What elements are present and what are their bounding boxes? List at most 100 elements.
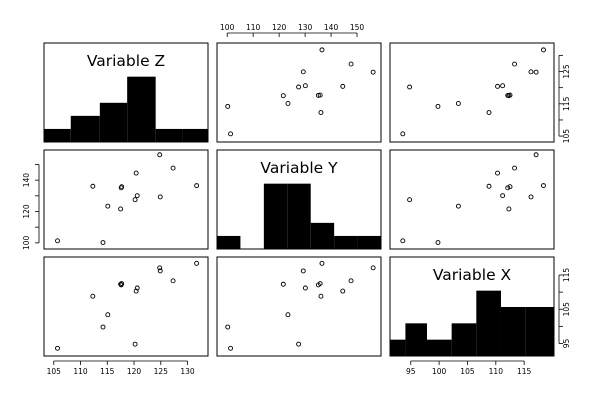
scatter-point xyxy=(225,103,231,109)
scatter-point xyxy=(280,281,286,287)
tick-label: 115 xyxy=(562,268,571,283)
histogram-bar xyxy=(426,339,452,356)
scatter-point xyxy=(157,268,163,274)
right-axis-variable-x: 95 105 115 xyxy=(558,268,571,348)
histogram-panel-variable-x: Variable X xyxy=(389,256,555,357)
scatter-point xyxy=(319,260,325,266)
scatter-point xyxy=(407,84,413,90)
tick-label: 150 xyxy=(350,23,365,32)
scatter-point xyxy=(134,285,140,291)
scatter-point xyxy=(319,47,325,53)
scatter-point xyxy=(157,194,163,200)
scatter-point xyxy=(134,193,140,199)
tick-label: 95 xyxy=(562,338,571,348)
scatter-point xyxy=(400,131,406,137)
panel-frame xyxy=(43,149,209,250)
scatter-point xyxy=(528,69,534,75)
tick-label: 120 xyxy=(272,23,287,32)
tick-label: 110 xyxy=(489,367,504,376)
tick-label: 120 xyxy=(22,204,31,219)
tick-label: 120 xyxy=(127,367,142,376)
tick-label: 140 xyxy=(324,23,339,32)
histogram-bar xyxy=(127,76,156,142)
scatter-point xyxy=(157,152,163,158)
scatter-point xyxy=(541,183,546,189)
scatter-panel-row3-col1 xyxy=(43,256,209,357)
scatter-point xyxy=(228,131,234,137)
histogram-bar xyxy=(525,306,554,356)
tick-label: 115 xyxy=(517,367,532,376)
scatter-point xyxy=(194,260,200,266)
histogram-bar xyxy=(99,102,128,142)
tick-label: 140 xyxy=(22,173,31,188)
panel-frame xyxy=(389,42,555,143)
scatter-point xyxy=(340,83,346,89)
scatter-point xyxy=(225,324,231,330)
variable-title: Variable Z xyxy=(87,52,165,70)
scatter-point xyxy=(280,93,286,99)
scatter-point xyxy=(533,152,539,158)
tick-label: 115 xyxy=(100,367,115,376)
scatter-point xyxy=(300,69,306,75)
tick-label: 110 xyxy=(73,367,88,376)
tick-label: 100 xyxy=(432,367,447,376)
scatter-point xyxy=(105,312,111,318)
panel-frame xyxy=(43,256,209,357)
scatter-point xyxy=(119,281,125,287)
histogram-panel-variable-z: Variable Z xyxy=(43,42,209,143)
scatter-point xyxy=(317,281,323,287)
scatter-point xyxy=(348,278,354,284)
scatter-point xyxy=(170,278,176,284)
scatter-point xyxy=(90,293,96,299)
panel-frame xyxy=(389,256,555,357)
scatter-point xyxy=(285,101,291,106)
tick-label: 105 xyxy=(562,302,571,317)
tick-label: 130 xyxy=(298,23,313,32)
histogram-bar xyxy=(70,115,100,142)
scatter-point xyxy=(55,238,60,244)
scatter-point xyxy=(435,240,441,245)
histogram-bar xyxy=(476,290,501,356)
scatter-point xyxy=(495,83,500,89)
panel-frame xyxy=(389,149,555,250)
tick-label: 100 xyxy=(22,235,31,250)
tick-label: 125 xyxy=(562,64,571,79)
scatter-point xyxy=(407,197,413,203)
histogram-bar xyxy=(155,128,183,142)
scatter-point xyxy=(100,240,106,245)
scatter-panel-row1-col3 xyxy=(389,42,555,143)
scatter-point xyxy=(157,265,163,271)
scatter-point xyxy=(302,83,308,89)
right-axis-variable-z: 105 115 125 xyxy=(558,54,571,143)
histogram-panel-variable-y: Variable Y xyxy=(216,149,382,250)
scatter-point xyxy=(90,183,96,189)
scatter-point xyxy=(118,206,124,212)
top-axis-variable-y: 100 110 120 130 140 150 xyxy=(220,23,364,37)
scatter-point xyxy=(512,165,517,171)
scatter-point xyxy=(194,183,200,189)
histogram-bar xyxy=(287,183,311,249)
histogram-bar xyxy=(217,235,241,249)
scatter-panel-row3-col2 xyxy=(216,256,382,357)
scatter-point xyxy=(435,103,441,109)
scatter-panel-row1-col2 xyxy=(216,42,382,143)
scatter-point xyxy=(100,324,106,330)
scatter-point xyxy=(506,206,512,212)
scatter-point xyxy=(119,184,125,190)
bottom-axis-variable-z: 105 110 115 120 125 130 xyxy=(47,360,195,376)
scatter-point xyxy=(507,92,513,98)
variable-title: Variable Y xyxy=(260,159,338,177)
scatter-point xyxy=(105,203,111,209)
scatter-point xyxy=(512,61,517,67)
panel-frame xyxy=(216,256,382,357)
histogram-bar xyxy=(263,183,288,249)
tick-label: 105 xyxy=(460,367,475,376)
scatter-point xyxy=(455,203,461,209)
tick-label: 100 xyxy=(220,23,235,32)
histogram-bar xyxy=(451,323,477,356)
scatter-point xyxy=(133,288,139,294)
scatter-point xyxy=(528,194,534,200)
scatter-point xyxy=(486,183,492,189)
histogram-bar xyxy=(182,128,208,142)
